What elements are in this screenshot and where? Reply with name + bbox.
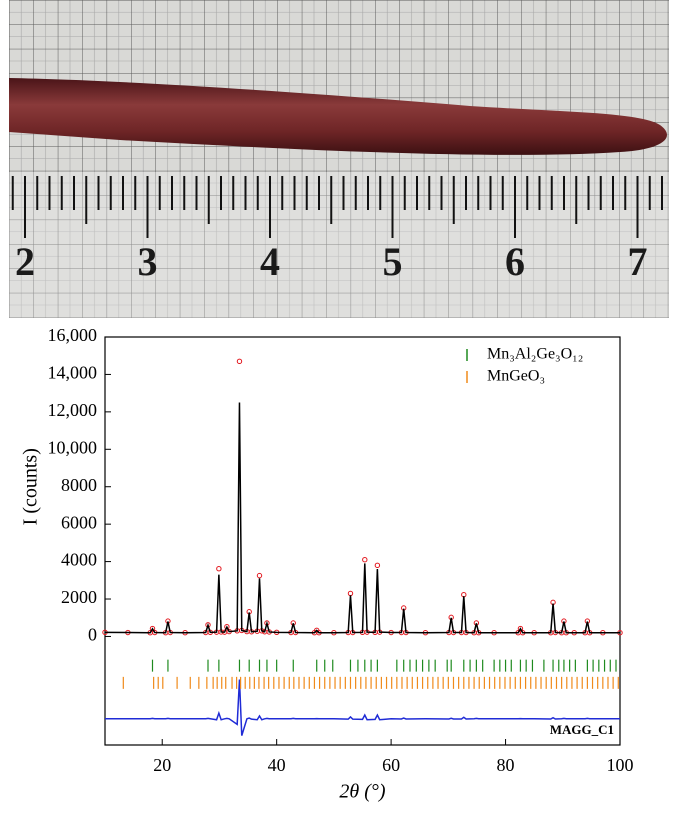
calculated-line xyxy=(105,403,620,633)
x-tick-label: 60 xyxy=(382,755,400,775)
observed-point xyxy=(375,563,379,567)
y-tick-label: 4000 xyxy=(61,550,97,570)
x-axis-label: 2θ (°) xyxy=(339,781,385,803)
ruler xyxy=(9,172,669,318)
ruler-label: 2 xyxy=(15,239,35,284)
x-tick-label: 80 xyxy=(497,755,515,775)
ruler-label: 3 xyxy=(138,239,158,284)
observed-point xyxy=(363,558,367,562)
y-tick-label: 16,000 xyxy=(48,325,98,345)
legend-label: Mn₃Al₂Ge₃O₁₂ xyxy=(487,346,583,363)
annotation: MAGG_C1 xyxy=(550,722,614,737)
legend-label: MnGeO₃ xyxy=(487,368,545,385)
x-tick-label: 40 xyxy=(268,755,286,775)
x-tick-label: 100 xyxy=(607,755,634,775)
observed-point xyxy=(237,359,241,363)
photo: 2 3 4 5 6 7 xyxy=(9,0,669,318)
chart: 0 2000 4000 6000 8000 10,000 12,000 14,000 16,00… xyxy=(20,325,634,802)
y-tick-label: 14,000 xyxy=(48,363,98,383)
y-axis-label: I (counts) xyxy=(20,448,42,525)
y-tick-label: 2000 xyxy=(61,587,97,607)
ruler-label: 4 xyxy=(260,239,280,284)
y-tick-label: 8000 xyxy=(61,475,97,495)
y-tick-label: 10,000 xyxy=(48,437,98,457)
plot-frame xyxy=(105,337,620,745)
observed-point xyxy=(348,591,352,595)
ruler-label: 7 xyxy=(628,239,648,284)
ruler-label: 5 xyxy=(383,239,403,284)
x-tick-label: 20 xyxy=(153,755,171,775)
ruler-label: 6 xyxy=(505,239,525,284)
y-tick-label: 12,000 xyxy=(48,400,98,420)
y-tick-label: 0 xyxy=(88,625,97,645)
observed-point xyxy=(257,573,261,577)
observed-point xyxy=(217,566,221,570)
figure: 2 3 4 5 6 7 0 2000 4000 6000 8000 10,000 12,000 14,0… xyxy=(0,0,681,810)
y-tick-label: 6000 xyxy=(61,512,97,532)
difference-line xyxy=(105,680,620,736)
